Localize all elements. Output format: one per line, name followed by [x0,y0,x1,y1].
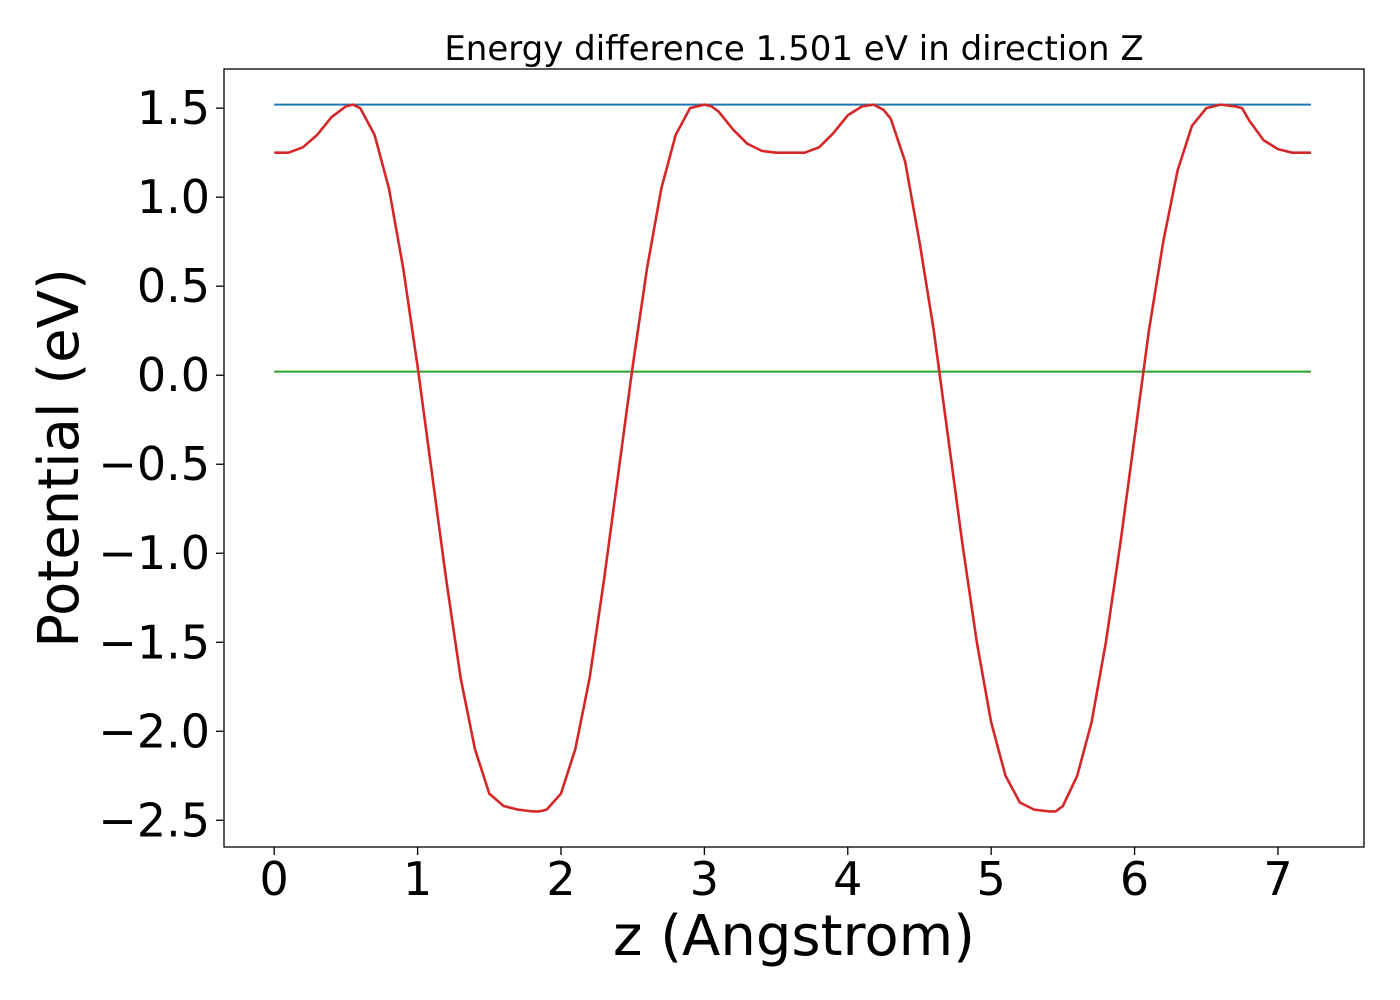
y-tick-label: 0.5 [137,259,210,313]
series-layer [274,103,1311,813]
y-tick-label: 0.0 [137,348,210,402]
chart-title: Energy difference 1.501 eV in direction … [444,29,1143,69]
y-tick-label: −1.0 [98,526,210,580]
x-tick-label: 3 [690,852,719,906]
y-tick-label: −2.5 [98,793,210,847]
x-tick-label: 1 [403,852,432,906]
y-axis-label: Potential (eV) [27,268,92,648]
x-axis-ticks: 0 1 2 3 4 5 6 7 [260,847,1293,906]
x-tick-label: 7 [1263,852,1292,906]
x-tick-label: 0 [260,852,289,906]
y-tick-label: −0.5 [98,437,210,491]
plot-area-frame [223,68,1365,848]
series-line-0 [274,103,1311,813]
y-tick-label: −2.0 [98,704,210,758]
y-axis-ticks: 1.5 1.0 0.5 0.0 −0.5 −1.0 −1.5 −2.0 −2.5 [98,81,224,847]
x-tick-label: 5 [977,852,1006,906]
y-tick-label: 1.5 [137,81,210,135]
y-tick-label: 1.0 [137,170,210,224]
x-tick-label: 6 [1120,852,1149,906]
x-axis-label: z (Angstrom) [613,904,975,969]
x-tick-label: 4 [833,852,862,906]
x-tick-label: 2 [546,852,575,906]
y-tick-label: −1.5 [98,615,210,669]
